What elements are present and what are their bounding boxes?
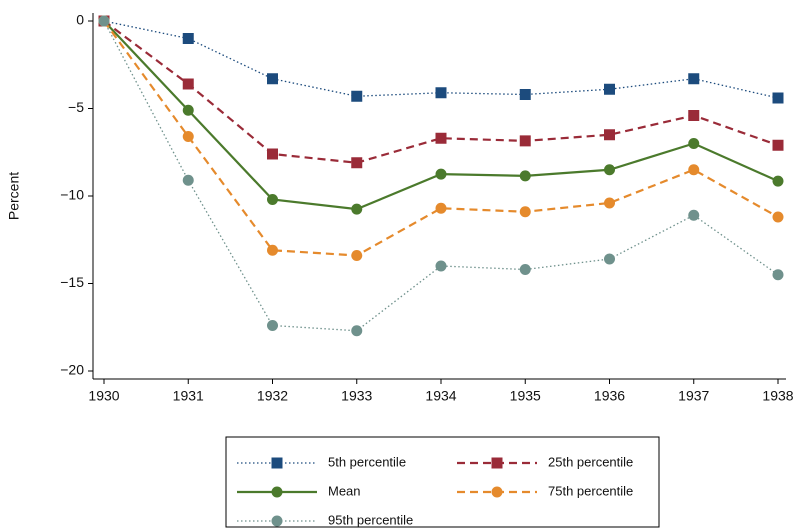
legend-label: Mean — [328, 483, 361, 498]
marker — [519, 170, 531, 182]
legend-marker — [491, 457, 503, 469]
y-tick-label: 0 — [76, 12, 84, 28]
marker — [435, 260, 447, 272]
x-tick-label: 1938 — [762, 388, 793, 404]
legend-marker — [491, 486, 503, 498]
legend-label: 25th percentile — [548, 454, 633, 469]
marker — [182, 33, 194, 44]
marker — [267, 244, 278, 256]
legend-label: 75th percentile — [548, 483, 633, 498]
x-tick-label: 1936 — [594, 388, 625, 404]
marker — [98, 15, 110, 27]
marker — [519, 206, 531, 218]
marker — [182, 104, 194, 116]
series-line — [103, 20, 779, 99]
marker — [267, 194, 278, 205]
marker — [351, 157, 363, 169]
legend-label: 95th percentile — [328, 512, 413, 527]
marker — [772, 269, 784, 281]
legend-marker — [271, 457, 283, 469]
marker — [688, 110, 700, 121]
marker — [351, 203, 363, 215]
legend-label: 5th percentile — [328, 454, 406, 469]
x-tick-label: 1934 — [425, 388, 456, 404]
marker — [772, 92, 784, 104]
marker — [688, 209, 700, 221]
marker — [604, 253, 615, 265]
y-tick-label: −5 — [68, 99, 84, 115]
marker — [267, 320, 278, 331]
legend-box — [225, 436, 660, 528]
legend-marker — [271, 515, 283, 527]
marker — [688, 73, 700, 85]
marker — [267, 73, 278, 85]
y-tick-label: −15 — [60, 274, 84, 290]
x-tick-label: 1932 — [257, 388, 288, 404]
marker — [519, 264, 531, 275]
series-line — [103, 20, 779, 211]
marker — [435, 87, 447, 99]
x-tick-label: 1937 — [678, 388, 709, 404]
marker — [604, 197, 615, 209]
legend-marker — [271, 486, 283, 498]
marker — [519, 89, 531, 100]
marker — [182, 174, 194, 186]
marker — [519, 135, 531, 147]
marker — [351, 250, 363, 261]
marker — [772, 211, 784, 223]
series-line — [103, 20, 779, 257]
marker — [351, 325, 363, 337]
marker — [182, 78, 194, 90]
marker — [772, 139, 784, 151]
x-tick-label: 1930 — [88, 388, 119, 404]
series-line — [103, 20, 779, 164]
y-tick-label: −10 — [60, 187, 84, 203]
series-line — [103, 20, 779, 332]
x-tick-label: 1933 — [341, 388, 372, 404]
marker — [688, 164, 700, 176]
marker — [351, 90, 363, 102]
marker — [604, 83, 615, 95]
marker — [688, 138, 700, 149]
marker — [435, 132, 447, 144]
marker — [435, 168, 447, 180]
marker — [772, 175, 784, 187]
marker — [435, 202, 447, 214]
marker — [267, 148, 278, 160]
legend: 5th percentile 25th percentile Mean 75th pe… — [237, 454, 633, 527]
y-axis-label: Percent — [6, 172, 22, 220]
x-tick-label: 1931 — [173, 388, 204, 404]
y-tick-label: −20 — [60, 362, 84, 378]
marker — [604, 129, 615, 141]
x-tick-label: 1935 — [510, 388, 541, 404]
marker — [604, 164, 615, 176]
marker — [182, 131, 194, 142]
